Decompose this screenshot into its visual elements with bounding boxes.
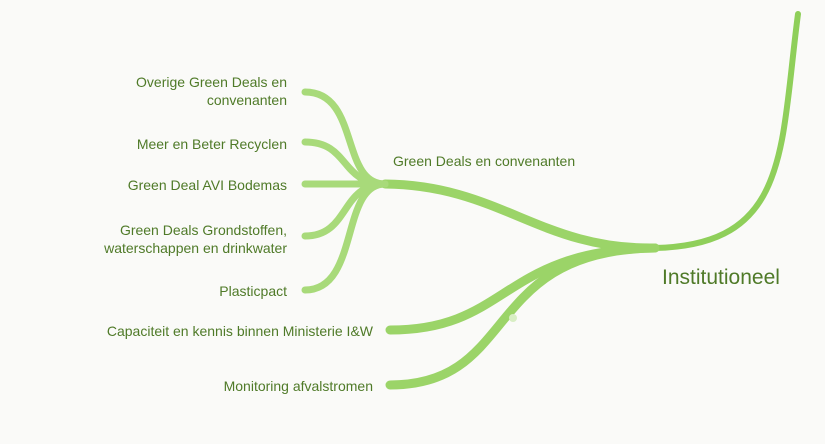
child-label: Meer en Beter Recyclen xyxy=(136,136,287,152)
branch-line xyxy=(380,179,660,253)
root-line xyxy=(652,11,801,251)
child-label: Green Deals Grondstoffen, waterschappen … xyxy=(104,222,287,256)
branch-label: Monitoring afvalstromen xyxy=(223,378,373,394)
child-label: Plasticpact xyxy=(219,283,287,299)
child-label: Overige Green Deals en convenanten xyxy=(136,74,287,108)
root-label: Institutioneel xyxy=(662,266,780,289)
child-label: Green Deal AVI Bodemas xyxy=(127,177,287,193)
branch-line xyxy=(385,243,660,335)
child-lines xyxy=(301,88,389,294)
branch-label: Capaciteit en kennis binnen Ministerie I… xyxy=(106,323,373,339)
branch-line xyxy=(385,243,660,390)
branch-label: Green Deals en convenanten xyxy=(393,153,576,169)
node-dot xyxy=(509,314,517,322)
